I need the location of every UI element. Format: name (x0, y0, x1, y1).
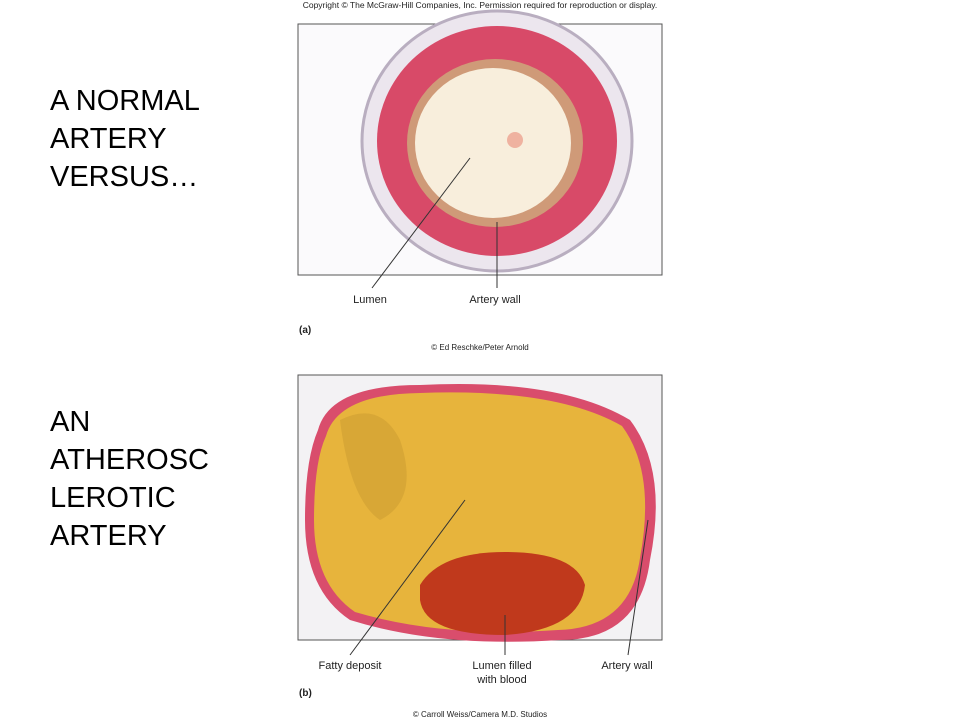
label: Lumen (353, 294, 387, 306)
credit: © Ed Reschke/Peter Arnold (431, 343, 529, 352)
micrograph-atherosclerotic (297, 374, 663, 656)
heading-line: ARTERY (50, 520, 167, 552)
heading-line: A NORMAL (50, 85, 200, 117)
panel-label: (b) (299, 688, 312, 699)
label: Artery wall (601, 660, 652, 672)
copyright: Copyright © The McGraw-Hill Companies, I… (303, 0, 658, 10)
heading-line: AN (50, 406, 91, 438)
panel-label: (a) (299, 325, 311, 336)
label: Artery wall (469, 294, 520, 306)
credit: © Carroll Weiss/Camera M.D. Studios (413, 710, 547, 719)
heading-line: ATHEROSC (50, 444, 209, 476)
heading-atherosclerotic: AN ATHEROSC LEROTIC ARTERY (50, 403, 209, 555)
micrograph-normal (297, 9, 663, 289)
heading-line: LEROTIC (50, 482, 176, 514)
heading-line: VERSUS… (50, 161, 199, 193)
heading-line: ARTERY (50, 123, 167, 155)
label: with blood (476, 674, 527, 686)
label: Fatty deposit (319, 660, 382, 672)
heading-normal: A NORMAL ARTERY VERSUS… (50, 82, 200, 196)
label: Lumen filled (472, 660, 531, 672)
